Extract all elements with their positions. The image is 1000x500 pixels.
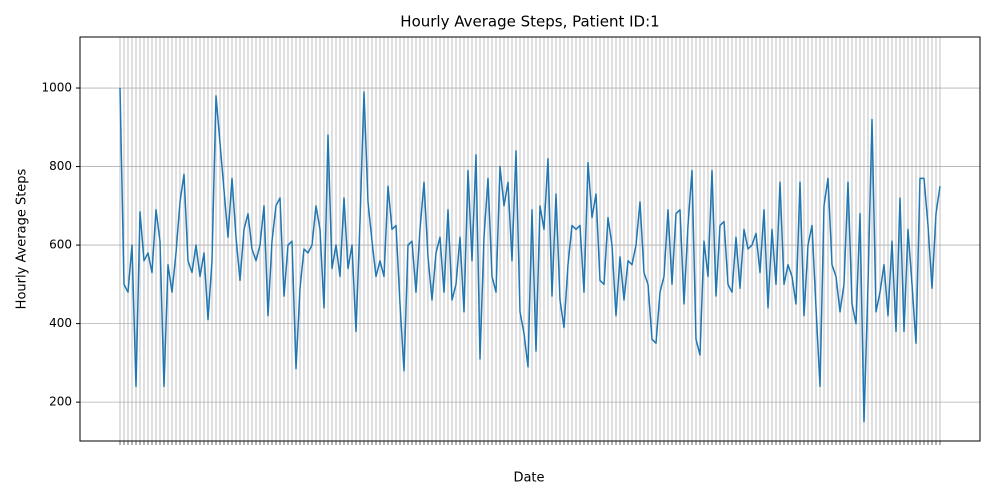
y-tick-label: 1000 (41, 81, 72, 95)
y-tick-label: 200 (49, 395, 72, 409)
axes-frame (79, 36, 981, 442)
chart-title: Hourly Average Steps, Patient ID:1 (400, 13, 659, 31)
x-axis-label: Date (513, 471, 544, 486)
y-tick-label: 800 (49, 159, 72, 173)
plot (119, 88, 941, 423)
y-axis-label: Hourly Average Steps (15, 168, 30, 309)
data-line (119, 88, 941, 423)
grid (80, 37, 980, 441)
y-tick-label: 600 (49, 238, 72, 252)
y-tick-label: 400 (49, 316, 72, 330)
